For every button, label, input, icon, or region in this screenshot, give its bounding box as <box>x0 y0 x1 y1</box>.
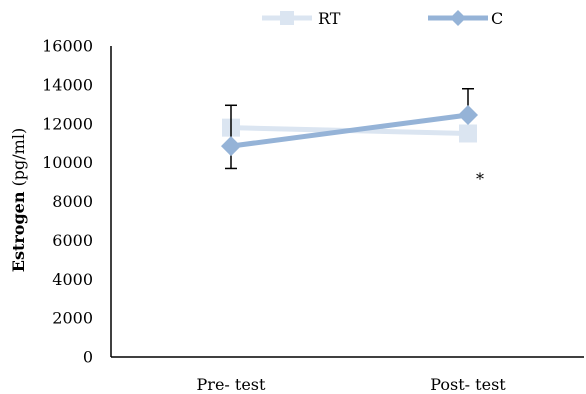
y-tick-label: 10000 <box>42 153 93 172</box>
legend-marker-c <box>450 10 466 26</box>
data-point-diamond <box>458 105 478 126</box>
series-c <box>221 88 478 170</box>
y-tick-label: 12000 <box>42 114 93 133</box>
y-tick-label: 16000 <box>42 37 93 56</box>
data-point-square <box>459 124 477 143</box>
annotations: * <box>476 170 484 189</box>
data-point-diamond <box>221 136 241 157</box>
y-axis-title-bold: Estrogen <box>9 191 28 272</box>
y-axis-ticks: 0 2000 4000 6000 8000 10000 12000 14000 16000 <box>42 37 93 367</box>
significance-marker: * <box>476 170 484 189</box>
plot-area <box>221 88 478 170</box>
y-tick-label: 2000 <box>52 309 93 328</box>
legend-item-rt: RT <box>262 9 341 28</box>
x-axis-ticks: Pre- test Post- test <box>197 375 507 394</box>
legend-label-rt: RT <box>318 9 341 28</box>
series-line <box>230 112 469 149</box>
legend-item-c: C <box>428 9 503 28</box>
y-tick-label: 4000 <box>52 270 93 289</box>
y-tick-label: 14000 <box>42 75 93 94</box>
y-tick-label: 8000 <box>52 192 93 211</box>
y-tick-label: 6000 <box>52 231 93 250</box>
y-axis-title-rest: (pg/ml) <box>9 128 28 192</box>
x-tick-label: Pre- test <box>197 375 266 394</box>
y-axis-title: Estrogen (pg/ml) <box>9 128 28 272</box>
x-tick-label: Post- test <box>430 375 506 394</box>
legend: RT C <box>262 9 503 28</box>
y-tick-label: 0 <box>83 348 93 367</box>
legend-label-c: C <box>491 9 503 28</box>
legend-marker-rt <box>280 11 294 25</box>
